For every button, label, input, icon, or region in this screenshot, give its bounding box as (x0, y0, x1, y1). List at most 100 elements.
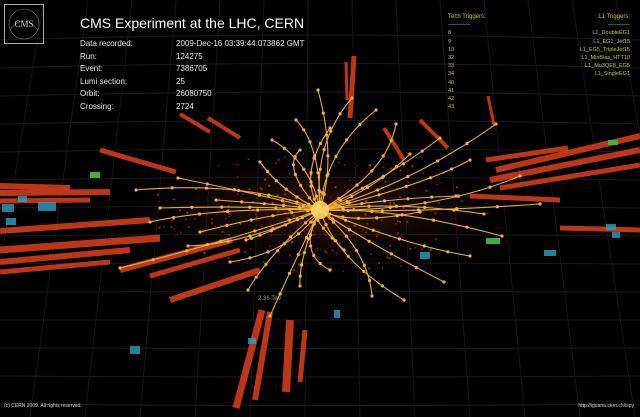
tech-trigger-item: 33 (448, 63, 455, 70)
track-point (395, 214, 399, 218)
muon-chamber (544, 250, 556, 256)
tracker-hit (296, 270, 299, 273)
tracker-hit (378, 262, 381, 265)
tracker-hit (440, 181, 442, 184)
info-value: 2724 (176, 101, 194, 111)
tracker-hit (460, 199, 464, 203)
tracker-hit (269, 245, 271, 247)
tracker-hit (429, 248, 432, 251)
tracker-hit (348, 225, 350, 228)
track-point (432, 218, 436, 222)
tracker-hit (221, 230, 224, 233)
track-point (538, 202, 542, 206)
info-row-crossing: Crossing: 2724 (80, 101, 305, 114)
info-value: 2009-Dec-16 03:39:44.073862 GMT (176, 39, 305, 48)
tracker-hit (406, 220, 409, 223)
track-point (306, 209, 310, 213)
track-point (342, 248, 346, 252)
track-point (362, 269, 366, 273)
track-point (455, 207, 459, 211)
hcal-tower (347, 55, 357, 119)
track-point (317, 188, 321, 192)
track-point (281, 203, 286, 208)
tracker-hit (393, 179, 396, 182)
track-point (406, 197, 410, 201)
tracker-hit (364, 199, 368, 203)
track-point (326, 154, 330, 158)
track-point (334, 239, 338, 243)
tracker-hit (244, 250, 247, 254)
tracker-hit (262, 260, 265, 263)
track-point (442, 280, 446, 284)
hcal-tower (344, 61, 349, 101)
info-value: 124275 (176, 51, 203, 61)
tech-trigger-item: 42 (448, 96, 455, 103)
hcal-tower (0, 217, 151, 234)
track-point (352, 208, 356, 212)
tracker-hit (486, 212, 489, 215)
tracker-hit (372, 220, 375, 223)
tracker-hit (276, 194, 279, 197)
track-point (423, 205, 427, 209)
grid-line (0, 375, 640, 378)
track-point (288, 208, 292, 212)
tech-triggers-panel: Tech Triggers: ———— 8 9 10 32 33 34 40 4… (448, 13, 486, 111)
track-point (249, 236, 254, 240)
tracker-hit (227, 256, 230, 260)
track-point (225, 223, 229, 227)
tracker-hit (170, 226, 173, 229)
track-point (377, 193, 381, 197)
track-point (454, 194, 458, 198)
hcal-tower (206, 116, 242, 140)
info-label: Crossing: (80, 101, 114, 111)
tracker-hit (206, 213, 208, 216)
tracker-hit (436, 183, 439, 186)
tracker-hit (247, 158, 250, 160)
info-label: Data recorded: (80, 39, 133, 48)
track-point (345, 199, 349, 204)
hcal-tower (282, 319, 294, 393)
tracker-hit (236, 176, 239, 178)
track-point (134, 188, 138, 192)
hcal-tower (0, 247, 131, 265)
track-point (309, 220, 313, 224)
track-point (438, 136, 442, 140)
tech-trigger-item: 9 (448, 38, 452, 45)
track-point (300, 216, 305, 220)
track-point (324, 223, 328, 227)
hcal-tower (232, 309, 266, 409)
track-point (343, 218, 348, 222)
track-point (418, 210, 422, 214)
tracker-hit (283, 193, 287, 196)
info-label: Run: (80, 51, 97, 61)
tracker-hit (329, 196, 332, 198)
hcal-tower (149, 247, 241, 279)
tracker-hit (282, 201, 286, 205)
track-point (205, 182, 209, 186)
track-point (330, 236, 334, 240)
track-point (381, 174, 385, 178)
tracker-hit (290, 240, 294, 244)
muon-chamber (2, 204, 14, 212)
track-point (341, 215, 345, 219)
tracker-hit (411, 164, 414, 168)
tracker-hit (223, 231, 225, 233)
tracker-hit (260, 166, 264, 169)
tracker-hit (349, 179, 351, 182)
muon-chamber (248, 338, 256, 344)
track-point (406, 174, 410, 179)
muon-chamber (18, 196, 27, 202)
grid-line (0, 347, 640, 349)
info-label: Orbit: (80, 89, 100, 99)
grid-line (527, 0, 581, 417)
track-point (374, 108, 378, 112)
copyright-footer: (c) CERN 2009. All rights reserved. (4, 403, 82, 409)
info-value: 7386705 (176, 64, 208, 74)
track-point (204, 186, 209, 190)
tracker-hit (380, 219, 383, 222)
track-point (316, 88, 320, 92)
tracker-hit (184, 218, 187, 221)
tracker-hit (271, 201, 274, 205)
tracker-hit (322, 262, 324, 264)
